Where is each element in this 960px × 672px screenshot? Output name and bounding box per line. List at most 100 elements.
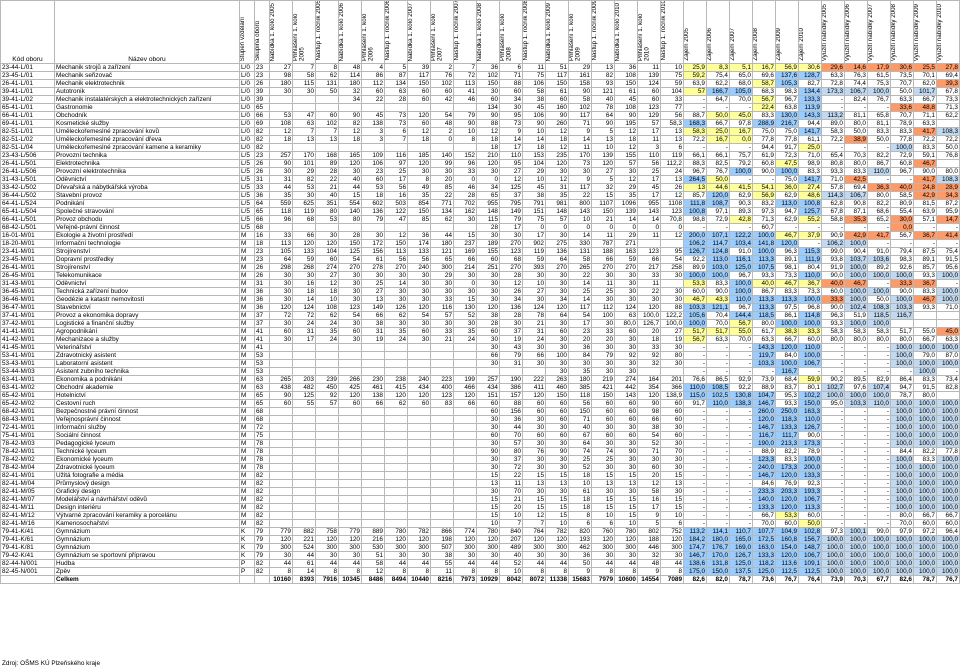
cell-value[interactable] [936, 311, 960, 320]
cell-value[interactable]: 103,0 [706, 263, 730, 272]
cell-value[interactable]: 271 [614, 239, 638, 248]
cell-value[interactable]: - [867, 415, 891, 424]
cell-value[interactable]: 60,0 [798, 335, 822, 344]
cell-value[interactable]: 170 [292, 151, 316, 160]
cell-value[interactable]: 96 [453, 159, 477, 168]
cell-value[interactable]: 44 [430, 231, 454, 240]
cell-group[interactable]: 82 [254, 495, 270, 504]
cell-value[interactable]: 123 [637, 247, 661, 256]
cell-value[interactable]: - [706, 143, 730, 152]
cell-value[interactable]: 118,2 [752, 559, 776, 568]
cell-value[interactable]: 93,3 [913, 303, 937, 312]
cell-value[interactable]: 88 [499, 399, 523, 408]
cell-value[interactable]: 66 [453, 399, 477, 408]
cell-value[interactable]: 35 [568, 367, 592, 376]
cell-value[interactable]: 30 [476, 463, 500, 472]
cell-value[interactable] [453, 407, 477, 416]
cell-value[interactable]: 298 [269, 263, 293, 272]
cell-value[interactable]: 118 [269, 207, 293, 216]
cell-code[interactable]: 78-42-M/01 [0, 447, 55, 456]
cell-value[interactable]: 25 [637, 167, 661, 176]
cell-value[interactable]: 400 [430, 383, 454, 392]
cell-value[interactable]: - [729, 415, 753, 424]
cell-value[interactable]: - [890, 367, 914, 376]
cell-value[interactable] [384, 359, 408, 368]
cell-value[interactable]: 92 [315, 391, 339, 400]
cell-value[interactable]: 36 [407, 231, 431, 240]
cell-value[interactable]: 30 [545, 343, 569, 352]
cell-value[interactable]: 120 [637, 391, 661, 400]
cell-value[interactable] [269, 143, 293, 152]
cell-value[interactable] [453, 223, 477, 232]
cell-value[interactable]: 100,0 [936, 479, 960, 488]
cell-value[interactable] [292, 423, 316, 432]
cell-value[interactable] [361, 455, 385, 464]
cell-value[interactable]: 0,0 [890, 223, 914, 232]
cell-value[interactable]: 110,0 [798, 415, 822, 424]
cell-value[interactable]: 30 [614, 487, 638, 496]
cell-level[interactable]: M [239, 511, 255, 520]
cell-value[interactable] [453, 455, 477, 464]
cell-value[interactable]: 76,9 [775, 479, 799, 488]
cell-value[interactable]: 30 [476, 423, 500, 432]
cell-value[interactable]: 113,3 [775, 295, 799, 304]
cell-value[interactable]: 44 [660, 559, 684, 568]
cell-value[interactable]: 35 [545, 191, 569, 200]
header-col-5[interactable]: Nástup 1. ročník 2006 [384, 0, 408, 64]
cell-value[interactable]: 60 [476, 407, 500, 416]
cell-value[interactable]: 7979 [591, 575, 615, 584]
cell-value[interactable]: 30 [522, 551, 546, 560]
cell-value[interactable]: 168 [315, 151, 339, 160]
cell-value[interactable]: 180 [430, 239, 454, 248]
cell-value[interactable]: 90 [269, 159, 293, 168]
cell-value[interactable]: 88 [660, 303, 684, 312]
cell-value[interactable]: 482 [292, 383, 316, 392]
cell-code[interactable]: 65-41-L/504 [0, 207, 55, 216]
cell-value[interactable]: 90,0 [798, 431, 822, 440]
cell-value[interactable]: 24 [315, 319, 339, 328]
cell-value[interactable]: 100,0 [890, 431, 914, 440]
cell-value[interactable]: 119 [292, 207, 316, 216]
cell-value[interactable]: 118,5 [752, 311, 776, 320]
cell-value[interactable]: - [683, 519, 707, 528]
cell-value[interactable]: 34,3 [936, 191, 960, 200]
cell-value[interactable]: 300 [269, 543, 293, 552]
cell-value[interactable]: - [844, 503, 868, 512]
cell-value[interactable]: 30 [591, 343, 615, 352]
cell-value[interactable]: 39 [407, 63, 431, 72]
cell-level[interactable]: L/0 [239, 95, 255, 104]
cell-value[interactable]: 12 [315, 279, 339, 288]
cell-value[interactable]: 170,0 [706, 551, 730, 560]
cell-level[interactable]: M [239, 423, 255, 432]
cell-value[interactable]: 95 [660, 247, 684, 256]
cell-level[interactable]: M [239, 463, 255, 472]
cell-name[interactable]: Pedagogické lyceum [54, 439, 240, 448]
cell-value[interactable]: 46,7 [844, 279, 868, 288]
cell-value[interactable]: 22 [315, 175, 339, 184]
cell-name[interactable]: Dřevařská a nábytkářská výroba [54, 183, 240, 192]
cell-value[interactable] [338, 407, 362, 416]
cell-group[interactable]: 79 [254, 527, 270, 536]
cell-value[interactable]: 18 [476, 143, 500, 152]
cell-value[interactable]: 102,8 [798, 527, 822, 536]
cell-value[interactable]: - [821, 519, 845, 528]
cell-value[interactable] [384, 351, 408, 360]
cell-value[interactable]: 92,3 [798, 479, 822, 488]
cell-value[interactable]: 8 [545, 567, 569, 576]
cell-value[interactable]: 60 [499, 87, 523, 96]
cell-value[interactable]: 113,0 [775, 199, 799, 208]
cell-value[interactable]: - [821, 511, 845, 520]
cell-value[interactable] [269, 439, 293, 448]
header-col-6[interactable]: Nabídka 1. kolo 2007 [407, 0, 431, 64]
cell-value[interactable]: 102 [430, 79, 454, 88]
cell-value[interactable]: 173,3 [798, 439, 822, 448]
cell-value[interactable]: 72,9 [706, 215, 730, 224]
cell-value[interactable]: 14 [499, 135, 523, 144]
cell-value[interactable] [269, 495, 293, 504]
cell-value[interactable]: 73 [384, 119, 408, 128]
cell-value[interactable]: 30 [407, 271, 431, 280]
cell-value[interactable]: 79 [499, 351, 523, 360]
cell-value[interactable]: 66,7 [706, 119, 730, 128]
cell-value[interactable]: 98,3 [775, 87, 799, 96]
cell-value[interactable]: 60 [407, 95, 431, 104]
